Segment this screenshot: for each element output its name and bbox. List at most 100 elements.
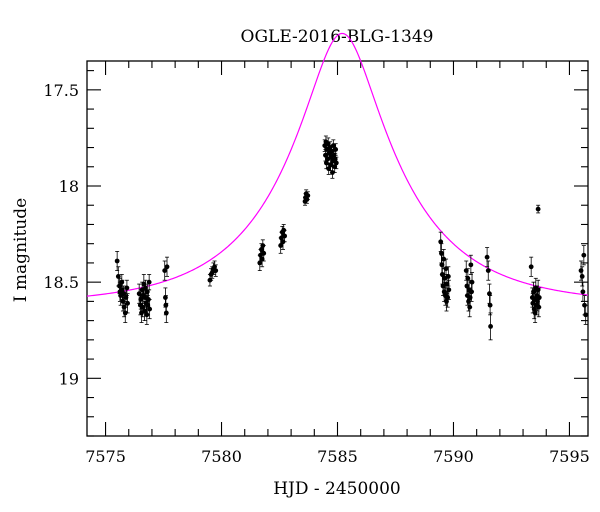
data-marker bbox=[535, 206, 541, 212]
data-point bbox=[438, 231, 444, 252]
data-point bbox=[278, 237, 284, 254]
data-point bbox=[261, 245, 267, 262]
data-marker bbox=[142, 308, 147, 314]
model-curve-layer bbox=[86, 32, 589, 297]
data-marker bbox=[579, 273, 585, 279]
data-point bbox=[583, 304, 589, 325]
data-marker bbox=[140, 304, 146, 310]
y-tick-label: 17.5 bbox=[43, 81, 79, 100]
data-marker bbox=[141, 281, 147, 287]
data-marker bbox=[488, 323, 493, 329]
data-marker bbox=[261, 250, 267, 256]
data-marker bbox=[438, 239, 444, 245]
x-tick-label: 7585 bbox=[317, 447, 358, 466]
data-marker bbox=[583, 312, 589, 318]
data-point bbox=[446, 279, 452, 300]
data-marker bbox=[147, 306, 153, 312]
data-marker bbox=[162, 268, 168, 274]
data-marker bbox=[163, 310, 169, 316]
data-marker bbox=[333, 147, 339, 152]
data-marker bbox=[485, 268, 491, 274]
data-marker bbox=[162, 295, 168, 300]
axis-ticks bbox=[87, 61, 588, 437]
data-marker bbox=[465, 275, 471, 281]
data-point bbox=[535, 204, 541, 214]
data-point bbox=[164, 256, 170, 277]
data-marker bbox=[122, 310, 128, 316]
data-marker bbox=[143, 285, 148, 291]
x-tick-label: 7575 bbox=[85, 447, 126, 466]
data-marker bbox=[325, 141, 331, 147]
data-point bbox=[305, 191, 311, 200]
y-tick-label: 18 bbox=[59, 177, 79, 196]
data-point bbox=[114, 250, 120, 272]
data-point bbox=[487, 295, 493, 316]
data-point bbox=[124, 279, 130, 297]
model-curve bbox=[86, 32, 589, 297]
data-point bbox=[445, 266, 451, 287]
data-marker bbox=[330, 143, 336, 149]
data-marker bbox=[581, 252, 587, 258]
data-point bbox=[484, 247, 490, 268]
data-marker bbox=[441, 256, 447, 262]
data-marker bbox=[439, 250, 444, 256]
data-point bbox=[579, 266, 585, 287]
data-marker bbox=[125, 300, 130, 306]
data-marker bbox=[282, 233, 288, 239]
data-point bbox=[488, 312, 493, 341]
data-point bbox=[333, 143, 339, 156]
x-tick-label: 7580 bbox=[201, 447, 242, 466]
data-marker bbox=[136, 291, 142, 297]
data-point bbox=[140, 297, 146, 318]
data-point bbox=[162, 260, 168, 281]
data-marker bbox=[124, 285, 130, 291]
data-marker bbox=[468, 262, 474, 268]
data-marker bbox=[121, 291, 127, 297]
data-point bbox=[213, 264, 219, 277]
x-axis-label: HJD - 2450000 bbox=[273, 479, 401, 499]
chart-title: OGLE-2016-BLG-1349 bbox=[241, 27, 434, 47]
data-marker bbox=[445, 273, 451, 279]
data-point bbox=[282, 229, 288, 243]
data-point bbox=[536, 287, 542, 308]
data-marker bbox=[145, 302, 151, 308]
data-marker bbox=[443, 266, 449, 272]
data-marker bbox=[123, 295, 129, 300]
data-point bbox=[333, 156, 339, 170]
data-marker bbox=[333, 160, 339, 166]
data-marker bbox=[138, 297, 144, 302]
data-marker bbox=[446, 287, 452, 293]
data-marker bbox=[580, 289, 586, 295]
data-point bbox=[469, 272, 475, 293]
data-marker bbox=[328, 162, 333, 168]
y-axis-label: I magnitude bbox=[11, 198, 31, 302]
data-marker bbox=[259, 256, 265, 262]
data-marker bbox=[332, 164, 338, 170]
data-marker bbox=[536, 295, 542, 300]
data-marker bbox=[163, 302, 169, 308]
data-marker bbox=[326, 166, 332, 172]
data-marker bbox=[114, 258, 120, 264]
y-tick-label: 18.5 bbox=[43, 273, 79, 292]
data-marker bbox=[305, 193, 311, 199]
data-point bbox=[485, 260, 491, 281]
y-tick-label: 19 bbox=[59, 369, 79, 388]
x-tick-label: 7595 bbox=[549, 447, 590, 466]
data-marker bbox=[164, 264, 170, 270]
data-marker bbox=[439, 272, 445, 277]
data-point bbox=[581, 245, 587, 266]
data-marker bbox=[487, 302, 493, 308]
data-marker bbox=[528, 264, 534, 270]
tick-labels: 7575 7580 7585 7590 7595 17.5 18 18.5 19 bbox=[43, 81, 589, 466]
plot-frame bbox=[86, 60, 589, 437]
data-point bbox=[163, 302, 169, 323]
data-point bbox=[146, 274, 152, 291]
data-point bbox=[125, 293, 130, 314]
data-point bbox=[487, 283, 492, 304]
data-point bbox=[326, 162, 332, 175]
data-points-layer bbox=[114, 135, 589, 341]
data-marker bbox=[469, 279, 475, 285]
data-point bbox=[147, 299, 153, 320]
data-marker bbox=[213, 268, 219, 274]
